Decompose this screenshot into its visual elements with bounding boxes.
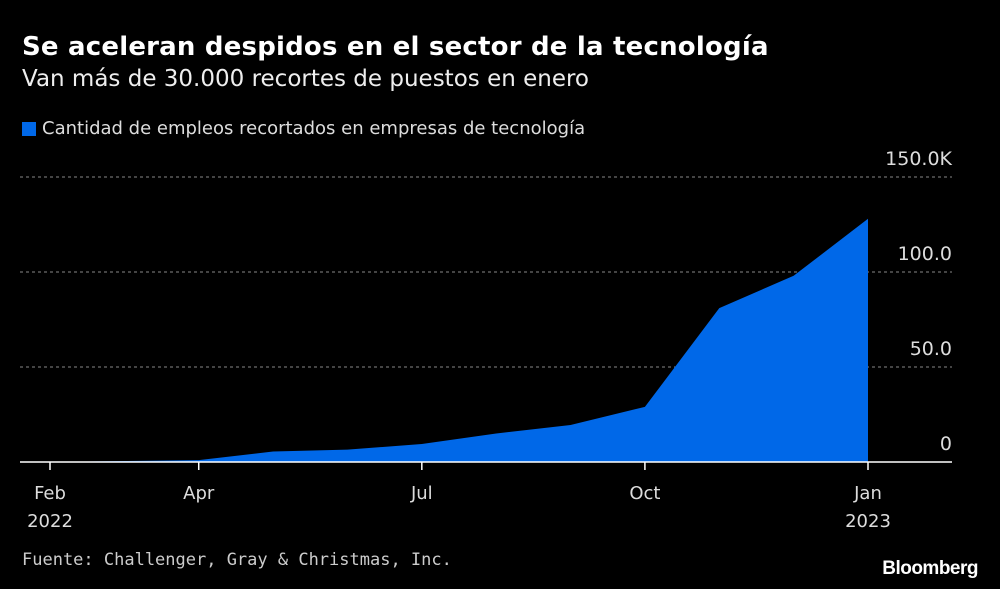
x-tick-label: Jan (853, 483, 882, 504)
chart-subtitle: Van más de 30.000 recortes de puestos en… (22, 66, 590, 92)
y-tick-label: 100.0 (898, 243, 952, 265)
x-tick-year: 2022 (27, 511, 73, 532)
bloomberg-logo: Bloomberg (882, 558, 978, 579)
y-tick-label: 50.0 (910, 338, 952, 360)
legend-swatch (22, 121, 36, 136)
x-tick-year: 2023 (845, 511, 891, 532)
legend-label: Cantidad de empleos recortados en empres… (42, 118, 586, 139)
area-series (50, 218, 868, 462)
chart-title: Se aceleran despidos en el sector de la … (22, 32, 769, 62)
y-tick-label: 150.0K (885, 148, 952, 170)
legend: Cantidad de empleos recortados en empres… (22, 118, 585, 139)
source-note: Fuente: Challenger, Gray & Christmas, In… (22, 550, 452, 570)
y-tick-label: 0 (940, 433, 952, 455)
x-tick-label: Feb (34, 483, 66, 504)
x-tick-label: Apr (183, 483, 215, 504)
x-tick-label: Jul (410, 483, 433, 504)
x-tick-label: Oct (629, 483, 660, 504)
